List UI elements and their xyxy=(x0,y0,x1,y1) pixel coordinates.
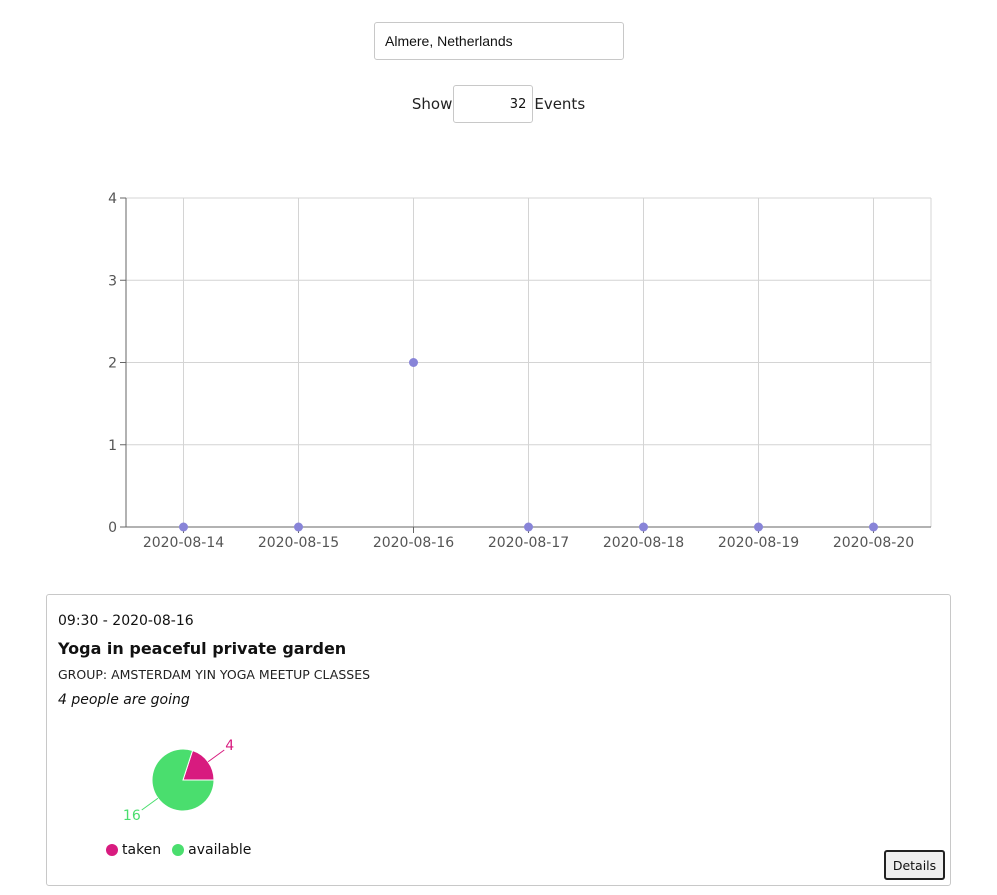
y-tick-label: 1 xyxy=(108,438,117,454)
event-card: 09:30 - 2020-08-16 Yoga in peaceful priv… xyxy=(46,594,951,886)
show-label: Show xyxy=(411,95,453,113)
x-tick-label: 2020-08-17 xyxy=(488,535,569,551)
chart-points xyxy=(179,358,878,532)
details-button[interactable]: Details xyxy=(884,850,945,880)
location-search-input[interactable] xyxy=(374,22,624,60)
events-label: Events xyxy=(534,95,586,113)
event-group: GROUP: AMSTERDAM YIN YOGA MEETUP CLASSES xyxy=(58,667,371,682)
pie-label-line-taken xyxy=(207,749,225,763)
events-per-day-chart: 0 1 2 3 4 2020-08-14 2020-08-15 2020-08-16 2020… xyxy=(108,191,932,551)
pie-labels: 4 16 xyxy=(123,738,234,824)
legend-dot-taken xyxy=(106,844,118,856)
attendance-pie-chart: 4 16 xyxy=(123,738,234,824)
legend-dot-available xyxy=(172,844,185,856)
x-tick-label: 2020-08-18 xyxy=(603,535,684,551)
chart-point-2020-08-20 xyxy=(869,522,878,532)
legend-label-taken: taken xyxy=(122,842,162,858)
y-tick-label: 2 xyxy=(108,356,117,372)
event-title: Yoga in peaceful private garden xyxy=(58,639,347,658)
x-tick-label: 2020-08-15 xyxy=(258,535,339,551)
y-tick-label: 0 xyxy=(108,520,117,536)
chart-grid xyxy=(126,197,932,527)
legend-item-taken: taken xyxy=(106,842,161,858)
x-tick-label: 2020-08-19 xyxy=(718,535,799,551)
y-axis-ticks: 0 1 2 3 4 xyxy=(108,191,126,536)
event-time: 09:30 - 2020-08-16 xyxy=(58,613,194,629)
x-tick-label: 2020-08-20 xyxy=(833,535,914,551)
pie-legend: taken available xyxy=(106,842,262,858)
y-tick-label: 3 xyxy=(108,273,117,289)
pie-label-taken: 4 xyxy=(225,738,234,754)
chart-point-2020-08-19 xyxy=(754,522,763,532)
chart-point-2020-08-14 xyxy=(179,522,188,532)
pie-slice-taken xyxy=(182,749,215,781)
pie-slice-available xyxy=(151,748,215,812)
chart-point-2020-08-18 xyxy=(639,522,648,532)
chart-point-2020-08-17 xyxy=(524,522,533,532)
event-count-input[interactable] xyxy=(453,85,534,123)
chart-point-2020-08-16 xyxy=(409,358,418,367)
y-tick-label: 4 xyxy=(108,191,117,207)
show-events-row: Show Events xyxy=(0,85,997,123)
legend-item-available: available xyxy=(172,842,251,858)
legend-label-available: available xyxy=(188,842,252,858)
x-tick-label: 2020-08-14 xyxy=(143,535,224,551)
pie-label-line-available xyxy=(141,797,159,811)
x-tick-label: 2020-08-16 xyxy=(373,535,454,551)
pie-label-available: 16 xyxy=(123,808,141,824)
pie-slices xyxy=(151,748,215,812)
event-attendance: 4 people are going xyxy=(58,692,190,708)
chart-point-2020-08-15 xyxy=(294,522,303,532)
